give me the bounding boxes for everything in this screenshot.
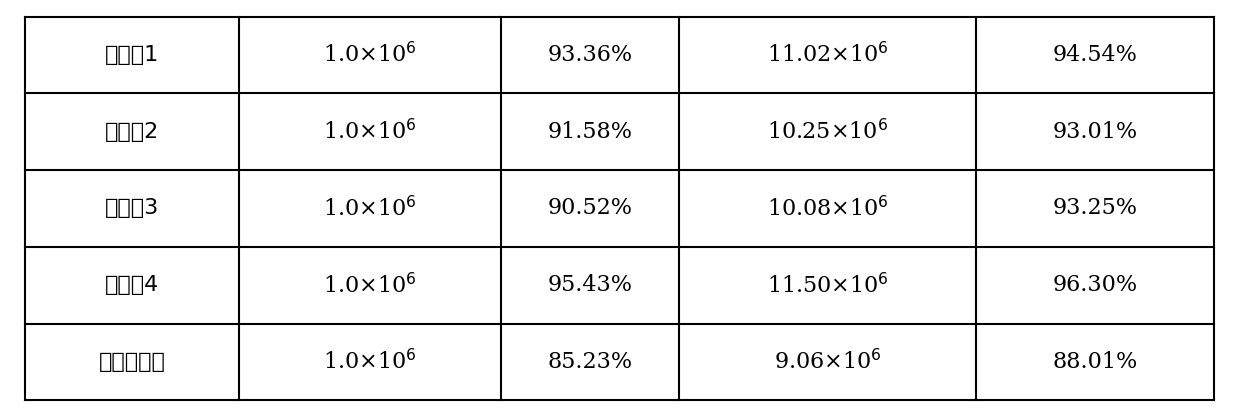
Text: 1.0×10$^{6}$: 1.0×10$^{6}$ <box>323 273 416 298</box>
Text: 1.0×10$^{6}$: 1.0×10$^{6}$ <box>323 349 416 374</box>
Text: 冻存液2: 冻存液2 <box>105 122 159 142</box>
Text: 冻存液4: 冻存液4 <box>105 275 159 295</box>
Text: 冻存液1: 冻存液1 <box>105 45 159 65</box>
Text: 1.0×10$^{6}$: 1.0×10$^{6}$ <box>323 196 416 221</box>
Text: 93.36%: 93.36% <box>548 44 632 66</box>
Text: 1.0×10$^{6}$: 1.0×10$^{6}$ <box>323 119 416 144</box>
Text: 1.0×10$^{6}$: 1.0×10$^{6}$ <box>323 43 416 68</box>
Text: 94.54%: 94.54% <box>1053 44 1137 66</box>
Text: 91.58%: 91.58% <box>548 121 632 143</box>
Text: 90.52%: 90.52% <box>548 198 632 219</box>
Text: 95.43%: 95.43% <box>548 274 632 296</box>
Text: 11.50×10$^{6}$: 11.50×10$^{6}$ <box>767 273 888 298</box>
Text: 10.08×10$^{6}$: 10.08×10$^{6}$ <box>767 196 888 221</box>
Text: 9.06×10$^{6}$: 9.06×10$^{6}$ <box>774 349 881 374</box>
Text: 85.23%: 85.23% <box>548 351 632 373</box>
Text: 88.01%: 88.01% <box>1053 351 1137 373</box>
Text: 10.25×10$^{6}$: 10.25×10$^{6}$ <box>767 119 888 144</box>
Text: 对照冻存液: 对照冻存液 <box>98 352 165 372</box>
Text: 93.01%: 93.01% <box>1053 121 1137 143</box>
Text: 冻存液3: 冻存液3 <box>105 198 159 219</box>
Text: 96.30%: 96.30% <box>1053 274 1137 296</box>
Text: 11.02×10$^{6}$: 11.02×10$^{6}$ <box>767 43 888 68</box>
Text: 93.25%: 93.25% <box>1053 198 1137 219</box>
